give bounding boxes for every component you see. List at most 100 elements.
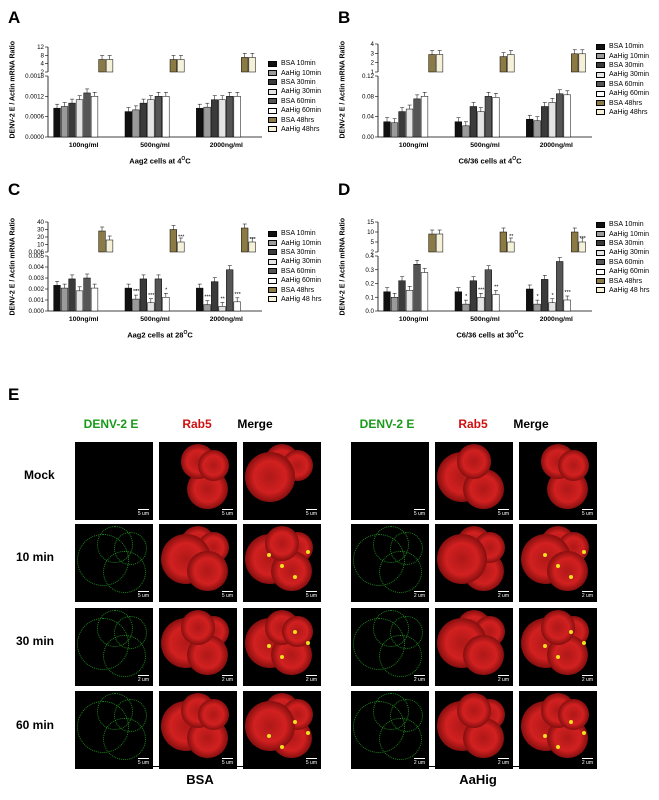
chart-c-category-label: 2000ng/ml (210, 316, 243, 323)
chart-d-bar (571, 231, 579, 253)
chart-d-bar (533, 303, 541, 312)
legend-label: BSA 60min (281, 97, 316, 105)
legend-label: AaHig 48hrs (281, 125, 320, 133)
group-label-aahig: AaHig (459, 772, 497, 787)
legend-item: BSA 30min (596, 61, 649, 70)
panel-label-a: A (8, 8, 21, 27)
legend-swatch (268, 117, 277, 124)
micrograph: 5 um (243, 691, 321, 769)
cell-blob (96, 693, 134, 730)
legend-item: BSA 10min (596, 42, 649, 51)
legend-item: AaHig 10min (268, 238, 321, 247)
chart-c-upper-tick-label: 20 (37, 234, 44, 241)
chart-d-significance: *** (579, 236, 586, 242)
scale-bar: 5 um (305, 509, 318, 517)
chart-d-lower-tick-label: 0.3 (365, 267, 374, 274)
micrograph: 2 um (435, 524, 513, 602)
scale-bar: 5 um (497, 509, 510, 517)
chart-d-lower-tick-label: 0.4 (365, 253, 374, 260)
legend-label: AaHig 30min (609, 249, 650, 257)
chart-d-bar (526, 288, 534, 312)
chart-a-category-label: 500ng/ml (140, 142, 170, 149)
chart-c-category-label: 500ng/ml (140, 316, 170, 323)
cell-blob (180, 610, 216, 645)
legend-item: AaHig 60min (268, 106, 321, 115)
chart-d-xlabel: C6/36 cells at 30OC (456, 330, 524, 340)
chart-d-significance: ** (509, 234, 514, 240)
chart-c-significance: * (165, 287, 168, 293)
micrograph: 5 um (351, 442, 429, 520)
micrograph: 2 um (243, 608, 321, 686)
legend-item: AaHig 60min (268, 276, 321, 285)
legend-item: AaHig 30min (596, 70, 649, 79)
chart-d-bar (428, 233, 436, 253)
chart-d-upper-tick-label: 5 (371, 239, 375, 246)
cell-blob (463, 634, 504, 676)
chart-d-significance: * (465, 294, 468, 300)
panel-label-b: B (338, 8, 351, 27)
micrograph: 5 um (243, 524, 321, 602)
legend-item: BSA 30min (596, 239, 649, 248)
legend-label: AaHig 10min (281, 239, 322, 247)
legend-item: AaHig 30min (268, 257, 321, 266)
chart-b-lower-tick-label: 0.12 (362, 73, 375, 80)
merge-spot (556, 564, 560, 568)
chart-d-bar (563, 299, 571, 312)
legend-swatch (268, 258, 277, 265)
cell-blob (77, 534, 130, 587)
legend-item: BSA 10min (268, 229, 321, 238)
chart-a-lower-tick-label: 0.0000 (25, 134, 44, 141)
micrograph: 2 um (519, 524, 597, 602)
legend-item: AaHig 48hrs (268, 125, 321, 134)
chart-d-bar (390, 297, 399, 312)
legend-item: BSA 48hrs (268, 115, 321, 124)
chart-d-category-label: 2000ng/ml (540, 316, 573, 323)
chart-d-significance: * (537, 294, 540, 300)
col-head-merge-right: Merge (513, 417, 549, 431)
chart-b-upper-tick-label: 2 (371, 60, 375, 67)
legend-swatch (268, 107, 277, 114)
legend-item: AaHig 60min (596, 89, 649, 98)
legend-swatch (596, 71, 605, 78)
legend-label: BSA 48hrs (281, 286, 315, 294)
scale-bar: 2 um (305, 675, 318, 683)
group-label-bsa: BSA (186, 772, 214, 787)
chart-d-bar (420, 272, 429, 312)
legend-item: AaHig 30min (596, 248, 649, 257)
cell-blob (379, 717, 422, 761)
cell-blob (245, 452, 296, 503)
panel-label-d: D (338, 180, 351, 199)
micrograph: 5 um (75, 442, 153, 520)
chart-b-lower-tick-label: 0.00 (362, 134, 375, 141)
legend-item: AaHig 10min (596, 229, 649, 238)
chart-d-bar (578, 241, 586, 253)
legend-label: BSA 60min (609, 258, 644, 266)
chart-a-lower-tick-label: 0.0006 (25, 114, 44, 121)
merge-spot (556, 655, 560, 659)
cell-blob (187, 550, 228, 592)
merge-spot (267, 644, 271, 648)
legend-swatch (596, 268, 605, 275)
micrograph: 2 um (351, 691, 429, 769)
merge-spot (569, 575, 573, 579)
chart-d-bar (484, 269, 492, 312)
micrograph: 2 um (519, 608, 597, 686)
legend-item: BSA 48hrs (596, 276, 649, 285)
scale-bar: 5 um (305, 758, 318, 766)
micrograph: 2 um (75, 608, 153, 686)
merge-spot (543, 553, 547, 557)
legend-item: BSA 60min (268, 267, 321, 276)
merge-spot (582, 550, 586, 554)
chart-d-significance: * (552, 293, 555, 299)
micrograph: 2 um (351, 524, 429, 602)
chart-c-legend: BSA 10min AaHig 10min BSA 30min AaHig 30min… (268, 229, 321, 304)
merge-spot (556, 745, 560, 749)
chart-d-bar (405, 290, 414, 312)
chart-c-lower-tick-label: 0.000 (29, 308, 45, 315)
chart-d-upper-tick-label: 10 (367, 229, 374, 236)
chart-d-significance: *** (564, 290, 571, 296)
scale-bar: 2 um (221, 675, 234, 683)
chart-b-svg: 4 3 2 10.12 0.08 0.04 0.00 100ng/ml 500ng/ml 2000… (362, 41, 592, 149)
chart-a-category-label: 2000ng/ml (210, 142, 243, 149)
chart-b-lower-tick-label: 0.08 (362, 93, 375, 100)
